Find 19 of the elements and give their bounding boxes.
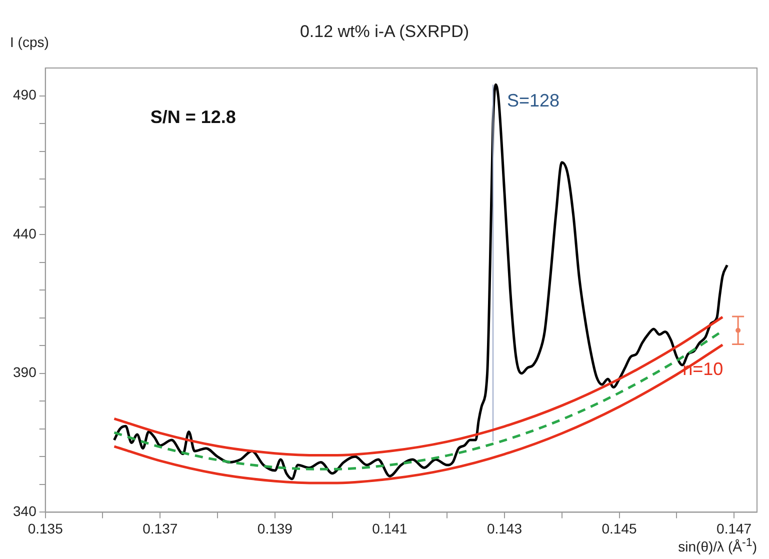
annotation: S/N = 12.8 [150,107,236,127]
x-tick-label: 0.145 [602,520,637,536]
chart-title: 0.12 wt% i-A (SXRPD) [300,22,470,41]
y-tick-label: 340 [13,503,37,520]
x-tick-label: 0.135 [28,520,64,536]
y-tick-label: 490 [13,86,37,103]
x-tick-label: 0.137 [142,520,178,536]
line-series [112,344,724,484]
x-tick-label: 0.141 [372,520,408,536]
x-axis-title: sin(θ)/λ (Å$^{-1}$) [678,536,757,555]
line-series [112,316,724,457]
x-tick-label: 0.143 [486,520,522,536]
annotation: S=128 [507,90,560,111]
y-tick-label: 390 [13,364,37,380]
x-tick-label: 0.147 [716,520,752,536]
x-tick-label: 0.139 [257,520,293,536]
y-axis-title: I (cps) [10,34,49,50]
y-tick-label: 440 [13,225,37,242]
line-series [112,83,728,480]
